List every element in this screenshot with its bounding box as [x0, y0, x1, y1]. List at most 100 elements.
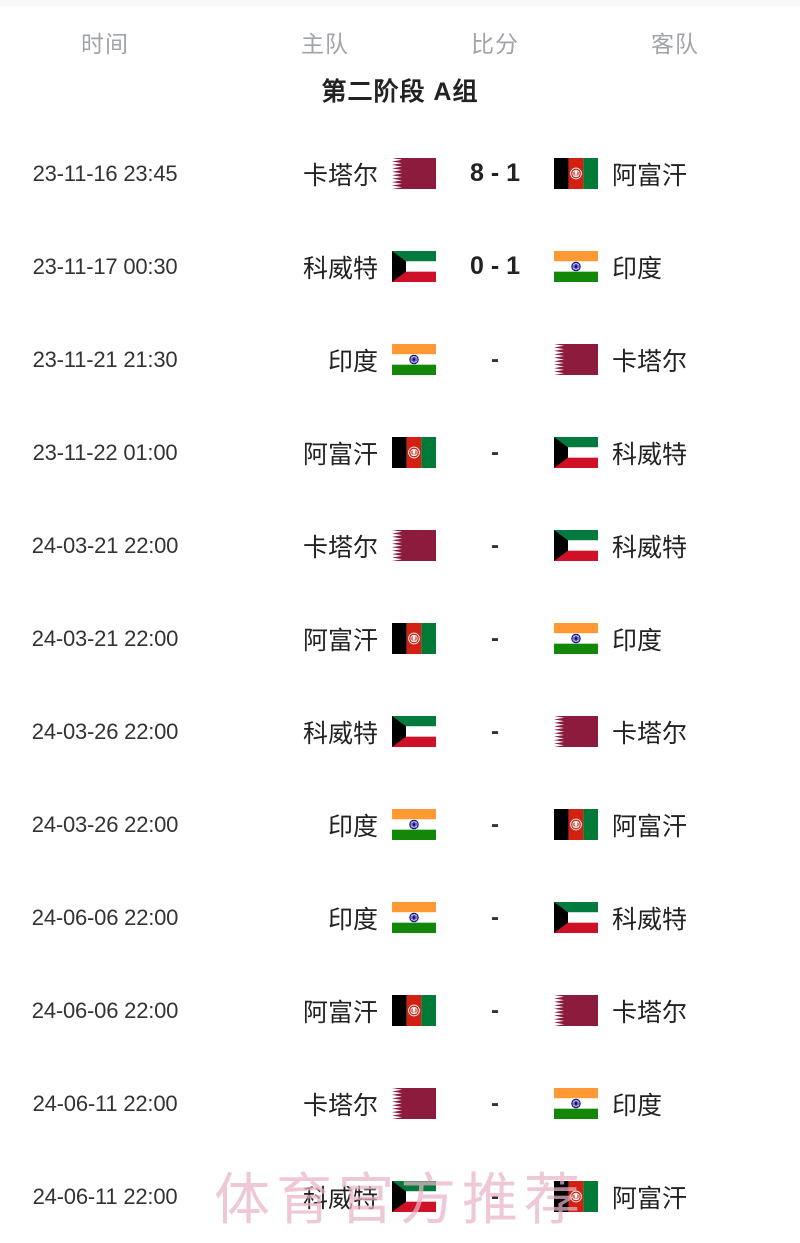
match-row[interactable]: 23-11-22 01:00 阿富汗 - 科威特	[0, 406, 800, 499]
match-score: -	[491, 531, 499, 559]
away-team-name: 印度	[612, 254, 663, 283]
afghanistan-flag	[392, 437, 436, 468]
match-time: 24-06-06 22:00	[31, 904, 179, 930]
match-list: 23-11-16 23:45 卡塔尔 8 - 1 阿富汗 23-11-17 00…	[0, 127, 800, 1243]
group-title: 第二阶段 A组	[321, 78, 479, 106]
afghanistan-flag	[554, 158, 598, 189]
home-team-cell[interactable]: 卡塔尔	[210, 528, 440, 564]
away-team-cell[interactable]: 卡塔尔	[550, 993, 800, 1029]
kuwait-flag	[554, 530, 598, 561]
match-row[interactable]: 23-11-17 00:30 科威特 0 - 1 印度	[0, 220, 800, 313]
match-time: 23-11-16 23:45	[32, 160, 178, 186]
qatar-flag	[554, 995, 598, 1026]
home-team-cell[interactable]: 印度	[210, 807, 440, 843]
home-team-name: 印度	[327, 905, 378, 934]
match-score: -	[491, 438, 499, 466]
home-team-name: 卡塔尔	[302, 161, 378, 190]
kuwait-flag	[554, 437, 598, 468]
home-team-cell[interactable]: 科威特	[210, 714, 440, 750]
away-team-cell[interactable]: 科威特	[550, 528, 800, 564]
column-header-home: 主队	[301, 31, 349, 57]
home-team-name: 卡塔尔	[302, 1091, 378, 1120]
home-team-cell[interactable]: 科威特	[210, 1179, 440, 1215]
qatar-flag	[554, 344, 598, 375]
away-team-name: 科威特	[612, 533, 688, 562]
match-time: 24-06-11 22:00	[32, 1090, 178, 1116]
away-team-name: 阿富汗	[612, 161, 688, 190]
match-time: 24-03-26 22:00	[31, 811, 179, 837]
home-team-cell[interactable]: 卡塔尔	[210, 156, 440, 192]
kuwait-flag	[392, 1181, 436, 1212]
away-team-cell[interactable]: 印度	[550, 1086, 800, 1122]
away-team-cell[interactable]: 印度	[550, 249, 800, 285]
column-header-time: 时间	[81, 31, 129, 57]
qatar-flag	[392, 158, 436, 189]
home-team-cell[interactable]: 印度	[210, 900, 440, 936]
away-team-name: 卡塔尔	[612, 998, 688, 1027]
kuwait-flag	[392, 251, 436, 282]
match-time: 24-06-06 22:00	[31, 997, 179, 1023]
away-team-cell[interactable]: 印度	[550, 621, 800, 657]
away-team-name: 卡塔尔	[612, 719, 688, 748]
india-flag	[554, 251, 598, 282]
home-team-name: 科威特	[302, 1184, 378, 1213]
kuwait-flag	[554, 902, 598, 933]
home-team-cell[interactable]: 阿富汗	[210, 435, 440, 471]
home-team-name: 阿富汗	[302, 998, 378, 1027]
home-team-cell[interactable]: 印度	[210, 342, 440, 378]
away-team-cell[interactable]: 卡塔尔	[550, 714, 800, 750]
match-score: -	[491, 1182, 499, 1210]
away-team-name: 印度	[612, 626, 663, 655]
match-score: -	[491, 1089, 499, 1117]
home-team-name: 阿富汗	[302, 440, 378, 469]
home-team-name: 科威特	[302, 719, 378, 748]
match-score: 8 - 1	[469, 159, 521, 187]
india-flag	[392, 902, 436, 933]
match-score: -	[491, 810, 499, 838]
india-flag	[554, 623, 598, 654]
afghanistan-flag	[392, 995, 436, 1026]
home-team-name: 卡塔尔	[302, 533, 378, 562]
home-team-cell[interactable]: 阿富汗	[210, 993, 440, 1029]
afghanistan-flag	[554, 1181, 598, 1212]
match-row[interactable]: 24-06-11 22:00 科威特 - 阿富汗	[0, 1150, 800, 1243]
away-team-cell[interactable]: 卡塔尔	[550, 342, 800, 378]
away-team-name: 科威特	[612, 440, 688, 469]
match-time: 24-03-26 22:00	[31, 718, 179, 744]
away-team-cell[interactable]: 阿富汗	[550, 807, 800, 843]
india-flag	[392, 344, 436, 375]
match-score: -	[491, 624, 499, 652]
qatar-flag	[554, 716, 598, 747]
match-time: 23-11-22 01:00	[32, 439, 178, 465]
match-row[interactable]: 24-03-21 22:00 卡塔尔 - 科威特	[0, 499, 800, 592]
qatar-flag	[392, 1088, 436, 1119]
away-team-name: 卡塔尔	[612, 347, 688, 376]
away-team-cell[interactable]: 阿富汗	[550, 156, 800, 192]
match-row[interactable]: 24-06-06 22:00 阿富汗 - 卡塔尔	[0, 964, 800, 1057]
match-score: 0 - 1	[469, 252, 521, 280]
home-team-name: 印度	[327, 347, 378, 376]
home-team-cell[interactable]: 阿富汗	[210, 621, 440, 657]
away-team-cell[interactable]: 科威特	[550, 900, 800, 936]
top-divider-strip	[0, 0, 800, 6]
home-team-cell[interactable]: 卡塔尔	[210, 1086, 440, 1122]
india-flag	[392, 809, 436, 840]
match-row[interactable]: 24-03-21 22:00 阿富汗 -	[0, 592, 800, 685]
match-row[interactable]: 24-06-06 22:00 印度 - 科威特	[0, 871, 800, 964]
home-team-cell[interactable]: 科威特	[210, 249, 440, 285]
match-row[interactable]: 23-11-16 23:45 卡塔尔 8 - 1 阿富汗	[0, 127, 800, 220]
match-row[interactable]: 23-11-21 21:30 印度 - 卡塔尔	[0, 313, 800, 406]
match-time: 24-06-11 22:00	[32, 1183, 178, 1209]
away-team-name: 阿富汗	[612, 1184, 688, 1213]
home-team-name: 印度	[327, 812, 378, 841]
away-team-cell[interactable]: 阿富汗	[550, 1179, 800, 1215]
match-row[interactable]: 24-03-26 22:00 科威特 - 卡塔尔	[0, 685, 800, 778]
match-time: 23-11-17 00:30	[32, 253, 178, 279]
column-header-away: 客队	[651, 31, 699, 57]
match-score: -	[491, 903, 499, 931]
match-score: -	[491, 996, 499, 1024]
match-row[interactable]: 24-03-26 22:00 印度 -	[0, 778, 800, 871]
match-row[interactable]: 24-06-11 22:00 卡塔尔 - 印度	[0, 1057, 800, 1150]
away-team-cell[interactable]: 科威特	[550, 435, 800, 471]
